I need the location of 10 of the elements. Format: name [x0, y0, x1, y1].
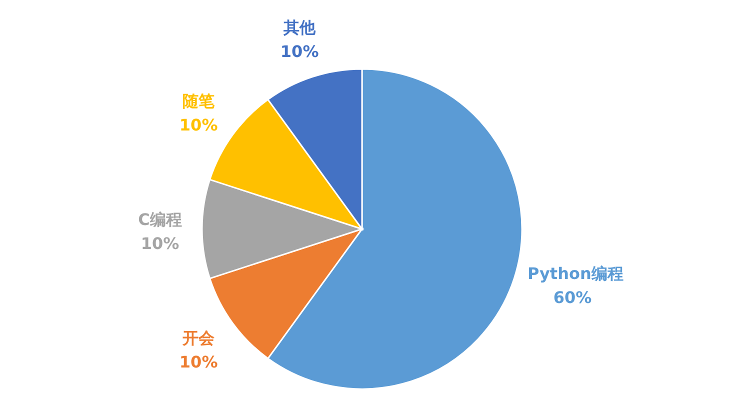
slice-label: C编程 — [138, 210, 182, 229]
slice-label: 其他 — [282, 18, 317, 37]
slice-label: 随笔 — [182, 91, 216, 110]
data-label: 10% — [140, 234, 180, 253]
slice-label: 开会 — [182, 328, 216, 348]
data-label: 10% — [179, 352, 218, 372]
data-label: 10% — [179, 115, 218, 134]
slice-label: Python编程 — [527, 264, 624, 283]
data-label: 60% — [553, 288, 592, 307]
data-label: 10% — [280, 42, 319, 61]
